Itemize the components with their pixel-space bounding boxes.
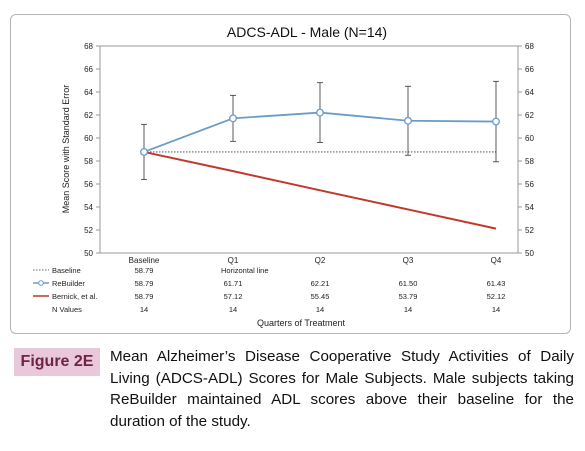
- table-cell: 53.79: [399, 292, 418, 301]
- rebuilder-point: [140, 147, 148, 156]
- table-cell: Horizontal line: [221, 266, 269, 275]
- y-tick-label-right: 52: [525, 226, 534, 235]
- data-table: Baseline 58.79 Horizontal line ReBuilder 58.…: [33, 266, 505, 314]
- y-tick-label-right: 60: [525, 134, 534, 143]
- y-tick-label: 64: [84, 88, 93, 97]
- rebuilder-point: [492, 117, 500, 126]
- y-tick-label: 56: [84, 180, 93, 189]
- y-axis-right: 50 52 54 56 58 60 62 64 66 68: [518, 42, 534, 258]
- figure-caption: Mean Alzheimer’s Disease Cooperative Stu…: [110, 348, 574, 430]
- figure-label: Figure 2E: [14, 348, 100, 376]
- rebuilder-point: [229, 114, 237, 123]
- y-tick-label-right: 68: [525, 42, 534, 51]
- x-tick-label: Q3: [403, 256, 414, 265]
- y-tick-label-right: 54: [525, 203, 534, 212]
- y-tick-label: 52: [84, 226, 93, 235]
- rebuilder-point: [404, 116, 412, 125]
- table-cell: 58.79: [135, 279, 154, 288]
- y-tick-label: 60: [84, 134, 93, 143]
- table-cell: 61.50: [399, 279, 418, 288]
- table-cell: 55.45: [311, 292, 330, 301]
- y-tick-label-right: 66: [525, 65, 534, 74]
- series-layer: [140, 80, 500, 230]
- chart-title: ADCS-ADL - Male (N=14): [227, 24, 387, 40]
- table-cell: 61.43: [487, 279, 506, 288]
- y-tick-label-right: 50: [525, 249, 534, 258]
- x-tick-label: Q4: [491, 256, 502, 265]
- bernick-series-line: [143, 150, 497, 230]
- y-tick-label: 68: [84, 42, 93, 51]
- x-tick-label: Q2: [315, 256, 326, 265]
- table-cell: 61.71: [224, 279, 243, 288]
- y-tick-label: 54: [84, 203, 93, 212]
- x-axis-label: Quarters of Treatment: [257, 318, 346, 328]
- table-cell: 57.12: [224, 292, 243, 301]
- plot-area: [99, 45, 519, 254]
- y-axis-label: Mean Score with Standard Error: [61, 85, 71, 214]
- legend-label: ReBuilder: [52, 279, 85, 288]
- y-tick-label-right: 58: [525, 157, 534, 166]
- n-value-cell: 14: [140, 305, 148, 314]
- n-value-cell: 14: [404, 305, 412, 314]
- n-value-cell: 14: [492, 305, 500, 314]
- table-cell: 62.21: [311, 279, 330, 288]
- y-tick-label: 58: [84, 157, 93, 166]
- x-axis: Baseline Q1 Q2 Q3 Q4: [129, 256, 502, 265]
- n-values-label: N Values: [52, 305, 82, 314]
- legend-label: Baseline: [52, 266, 81, 275]
- y-tick-label: 62: [84, 111, 93, 120]
- legend-marker: [38, 280, 44, 286]
- y-tick-label: 50: [84, 249, 93, 258]
- table-cell: 58.79: [135, 292, 154, 301]
- y-tick-label: 66: [84, 65, 93, 74]
- y-tick-label-right: 62: [525, 111, 534, 120]
- y-tick-label-right: 64: [525, 88, 534, 97]
- chart-container: ADCS-ADL - Male (N=14) 50 52 54 56 58 60 62 64 6…: [10, 14, 571, 334]
- x-tick-label: Q1: [228, 256, 239, 265]
- n-value-cell: 14: [229, 305, 237, 314]
- n-value-cell: 14: [316, 305, 324, 314]
- y-tick-label-right: 56: [525, 180, 534, 189]
- x-tick-label: Baseline: [129, 256, 160, 265]
- legend-label: Bernick, et al.: [52, 292, 97, 301]
- y-axis-left: 50 52 54 56 58 60 62 64 66 68: [84, 42, 100, 258]
- rebuilder-point: [316, 108, 324, 117]
- table-cell: 58.79: [135, 266, 154, 275]
- chart: ADCS-ADL - Male (N=14) 50 52 54 56 58 60 62 64 6…: [33, 24, 534, 328]
- table-cell: 52.12: [487, 292, 506, 301]
